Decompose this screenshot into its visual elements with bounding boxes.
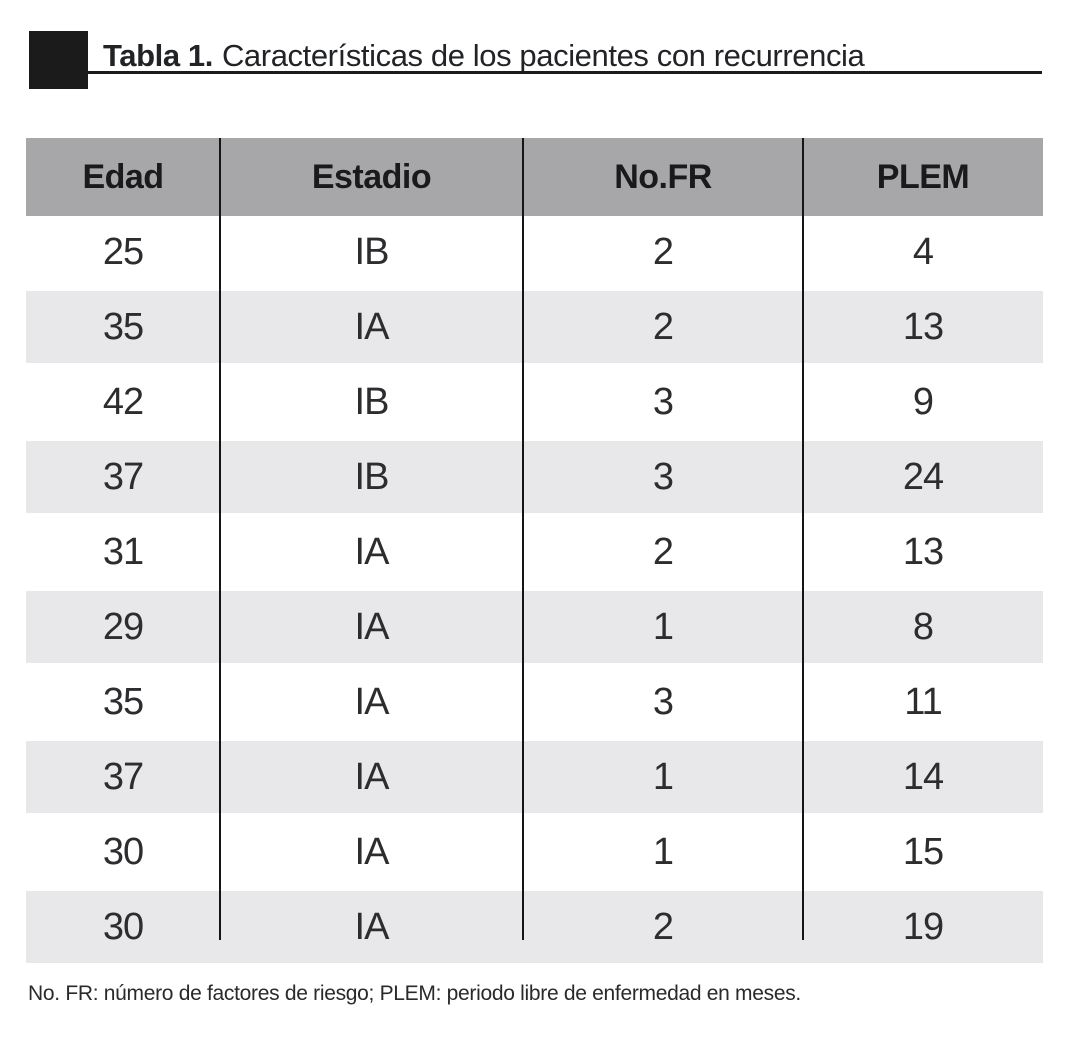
table-cell: 15 <box>902 830 944 873</box>
table-cell: IA <box>354 830 390 873</box>
table-cell: 35 <box>102 305 144 348</box>
table-cell: 3 <box>652 680 674 723</box>
column-header-plem: PLEM <box>876 157 970 196</box>
table-cell: IA <box>354 905 390 948</box>
table-cell: 31 <box>102 530 144 573</box>
table-cell: 9 <box>912 380 934 423</box>
table-row: 35 IA 2 13 <box>26 288 1043 366</box>
column-divider <box>802 138 804 940</box>
table-caption-title: Características de los pacientes con rec… <box>221 38 865 73</box>
table-cell: 42 <box>102 380 144 423</box>
table-cell: 2 <box>652 905 674 948</box>
table-cell: 35 <box>102 680 144 723</box>
table-row: 35 IA 3 11 <box>26 666 1043 738</box>
table-cell: 1 <box>652 755 674 798</box>
table-cell: 30 <box>102 905 144 948</box>
table-cell: IA <box>354 305 390 348</box>
table-row: 30 IA 2 19 <box>26 888 1043 966</box>
table-cell: 25 <box>102 230 144 273</box>
table-footnote: No. FR: número de factores de riesgo; PL… <box>28 982 801 1005</box>
table-cell: 2 <box>652 305 674 348</box>
table-cell: IA <box>354 605 390 648</box>
table-caption: Tabla 1. Características de los pacientes… <box>103 38 865 73</box>
column-header-estadio: Estadio <box>311 157 432 196</box>
table-body: 25 IB 2 4 35 IA 2 13 42 IB 3 9 37 IB 3 24 31 IA 2 13 29 IA 1 8 3… <box>26 216 1043 966</box>
table-cell: 4 <box>912 230 934 273</box>
column-divider <box>219 138 221 940</box>
table-cell: 24 <box>902 455 944 498</box>
table-cell: 8 <box>912 605 934 648</box>
table-cell: 13 <box>902 305 944 348</box>
table-cell: 3 <box>652 380 674 423</box>
table-cell: 3 <box>652 455 674 498</box>
table-cell: 30 <box>102 830 144 873</box>
table-cell: 1 <box>652 605 674 648</box>
table-cell: IB <box>354 230 390 273</box>
caption-rule <box>88 71 1042 74</box>
table-cell: 29 <box>102 605 144 648</box>
table-cell: IB <box>354 455 390 498</box>
table-cell: IB <box>354 380 390 423</box>
table-cell: 11 <box>904 680 942 723</box>
table-cell: 14 <box>902 755 944 798</box>
table-cell: 13 <box>902 530 944 573</box>
table-row: 37 IB 3 24 <box>26 438 1043 516</box>
table-cell: IA <box>354 755 390 798</box>
table-row: 37 IA 1 14 <box>26 738 1043 816</box>
table-cell: 1 <box>652 830 674 873</box>
column-header-nofr: No.FR <box>614 157 712 196</box>
table-row: 31 IA 2 13 <box>26 516 1043 588</box>
table-row: 42 IB 3 9 <box>26 366 1043 438</box>
table-cell: 2 <box>652 530 674 573</box>
patients-table: Edad Estadio No.FR PLEM 25 IB 2 4 35 IA 2 13 42 I… <box>26 138 1043 966</box>
table-cell: IA <box>354 680 390 723</box>
table-row: 29 IA 1 8 <box>26 588 1043 666</box>
table-cell: IA <box>354 530 390 573</box>
table-cell: 37 <box>102 455 144 498</box>
table-cell: 2 <box>652 230 674 273</box>
column-divider <box>522 138 524 940</box>
column-header-edad: Edad <box>82 157 164 196</box>
table-caption-label: Tabla 1. <box>103 38 213 73</box>
table-row: 30 IA 1 15 <box>26 816 1043 888</box>
caption-marker-square <box>29 31 88 89</box>
table-header-row: Edad Estadio No.FR PLEM <box>26 138 1043 216</box>
table-cell: 19 <box>902 905 944 948</box>
table-row: 25 IB 2 4 <box>26 216 1043 288</box>
table-cell: 37 <box>102 755 144 798</box>
